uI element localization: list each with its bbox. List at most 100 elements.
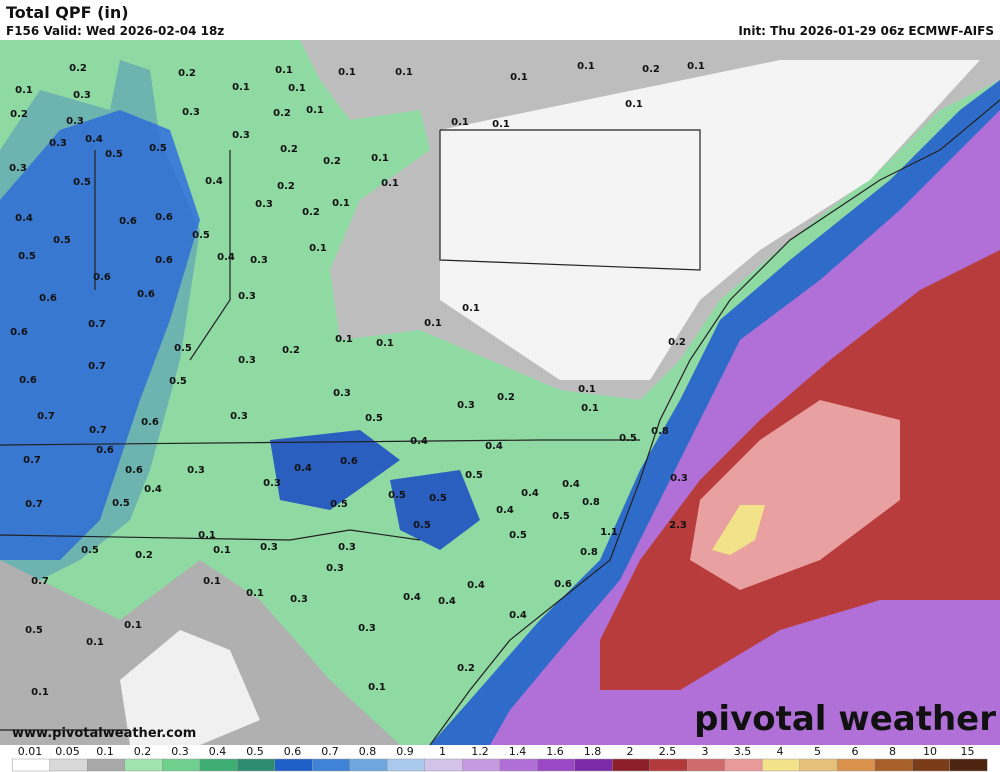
contour-label: 0.6 xyxy=(137,289,155,300)
contour-label: 0.4 xyxy=(15,213,33,224)
colorbar-label: 0.7 xyxy=(321,745,339,758)
contour-label: 0.3 xyxy=(182,107,200,118)
contour-label: 0.1 xyxy=(246,588,264,599)
coastline xyxy=(429,99,1000,746)
contour-label: 0.2 xyxy=(457,663,475,674)
contour-label: 0.3 xyxy=(66,116,84,127)
colorbar-label: 0.01 xyxy=(18,745,43,758)
contour-label: 0.6 xyxy=(10,327,28,338)
contour-label: 0.1 xyxy=(578,384,596,395)
contour-label: 0.4 xyxy=(205,176,223,187)
colorbar-swatch xyxy=(724,758,763,772)
contour-label: 0.3 xyxy=(290,594,308,605)
contour-label: 0.5 xyxy=(509,530,527,541)
contour-label: 0.6 xyxy=(554,579,572,590)
contour-label: 0.1 xyxy=(451,117,469,128)
contour-label: 0.1 xyxy=(306,105,324,116)
contour-label: 0.1 xyxy=(395,67,413,78)
contour-label: 0.8 xyxy=(651,426,669,437)
contour-label: 0.3 xyxy=(187,465,205,476)
contour-label: 0.3 xyxy=(255,199,273,210)
colorbar-label: 2 xyxy=(627,745,634,758)
contour-label: 0.5 xyxy=(105,149,123,160)
contour-label: 0.5 xyxy=(53,235,71,246)
contour-label: 0.3 xyxy=(238,291,256,302)
contour-label: 0.3 xyxy=(9,163,27,174)
dry-south xyxy=(120,630,260,745)
colorbar-label: 0.4 xyxy=(209,745,227,758)
contour-label: 0.3 xyxy=(260,542,278,553)
colorbar-swatch xyxy=(274,758,313,772)
colorbar-swatch xyxy=(762,758,800,772)
contour-label: 0.2 xyxy=(69,63,87,74)
colorbar-label: 0.3 xyxy=(171,745,189,758)
contour-label: 0.5 xyxy=(552,511,570,522)
contour-label: 0.1 xyxy=(577,61,595,72)
colorbar-label: 5 xyxy=(814,745,821,758)
contour-label: 0.4 xyxy=(85,134,103,145)
contour-label: 0.1 xyxy=(213,545,231,556)
contour-label: 0.4 xyxy=(410,436,428,447)
contour-label: 0.3 xyxy=(333,388,351,399)
contour-label: 0.1 xyxy=(581,403,599,414)
contour-label: 0.5 xyxy=(365,413,383,424)
contour-label: 0.4 xyxy=(467,580,485,591)
state-lines xyxy=(0,129,701,731)
colorbar-swatch xyxy=(349,758,388,772)
colorbar-label: 8 xyxy=(889,745,896,758)
colorbar-label: 1.2 xyxy=(471,745,489,758)
valid-time: F156 Valid: Wed 2026-02-04 18z xyxy=(6,24,224,38)
contour-label: 0.4 xyxy=(485,441,503,452)
contour-label: 0.1 xyxy=(335,334,353,345)
contour-label: 0.4 xyxy=(438,596,456,607)
contour-label: 0.6 xyxy=(155,212,173,223)
colorbar-swatch xyxy=(612,758,650,772)
contour-label: 0.5 xyxy=(465,470,483,481)
contour-label: 0.3 xyxy=(263,478,281,489)
contour-label: 0.1 xyxy=(275,65,293,76)
contour-label: 0.1 xyxy=(492,119,510,130)
contour-label: 0.7 xyxy=(89,425,107,436)
contour-label: 0.2 xyxy=(280,144,298,155)
contour-label: 0.4 xyxy=(521,488,539,499)
contour-label: 0.5 xyxy=(413,520,431,531)
colorbar-swatch xyxy=(124,758,163,772)
contour-label: 0.6 xyxy=(19,375,37,386)
contour-label: 0.5 xyxy=(174,343,192,354)
contour-label: 0.5 xyxy=(429,493,447,504)
contour-label: 0.3 xyxy=(49,138,67,149)
colorbar-swatch xyxy=(837,758,875,772)
contour-label: 0.6 xyxy=(96,445,114,456)
contour-label: 0.1 xyxy=(424,318,442,329)
wet-west-2 xyxy=(0,60,200,600)
colorbar-swatch xyxy=(912,758,950,772)
contour-label: 0.4 xyxy=(509,610,527,621)
wet-west xyxy=(0,110,200,560)
colorbar-swatch xyxy=(12,758,50,772)
wet-nc xyxy=(270,430,400,510)
contour-label: 0.5 xyxy=(73,177,91,188)
contour-label: 0.4 xyxy=(562,479,580,490)
contour-label: 0.4 xyxy=(496,505,514,516)
contour-label: 0.2 xyxy=(135,550,153,561)
colorbar-label: 0.6 xyxy=(284,745,302,758)
contour-label: 0.2 xyxy=(178,68,196,79)
colorbar-label: 1.6 xyxy=(546,745,564,758)
contour-label: 0.2 xyxy=(668,337,686,348)
contour-label: 0.1 xyxy=(381,178,399,189)
colorbar-label: 0.2 xyxy=(134,745,152,758)
contour-label: 2.3 xyxy=(669,520,687,531)
contour-label: 0.4 xyxy=(294,463,312,474)
colorbar-label: 0.8 xyxy=(359,745,377,758)
contour-label: 0.5 xyxy=(112,498,130,509)
colorbar-swatch xyxy=(649,758,688,772)
colorbar-swatch xyxy=(49,758,88,772)
colorbar-swatch xyxy=(387,758,425,772)
colorbar-swatch xyxy=(462,758,500,772)
contour-label: 0.3 xyxy=(250,255,268,266)
contour-label: 0.2 xyxy=(642,64,660,75)
contour-label: 0.7 xyxy=(88,319,106,330)
colorbar-label: 6 xyxy=(852,745,859,758)
contour-label: 0.4 xyxy=(144,484,162,495)
header-bg xyxy=(0,0,1000,40)
